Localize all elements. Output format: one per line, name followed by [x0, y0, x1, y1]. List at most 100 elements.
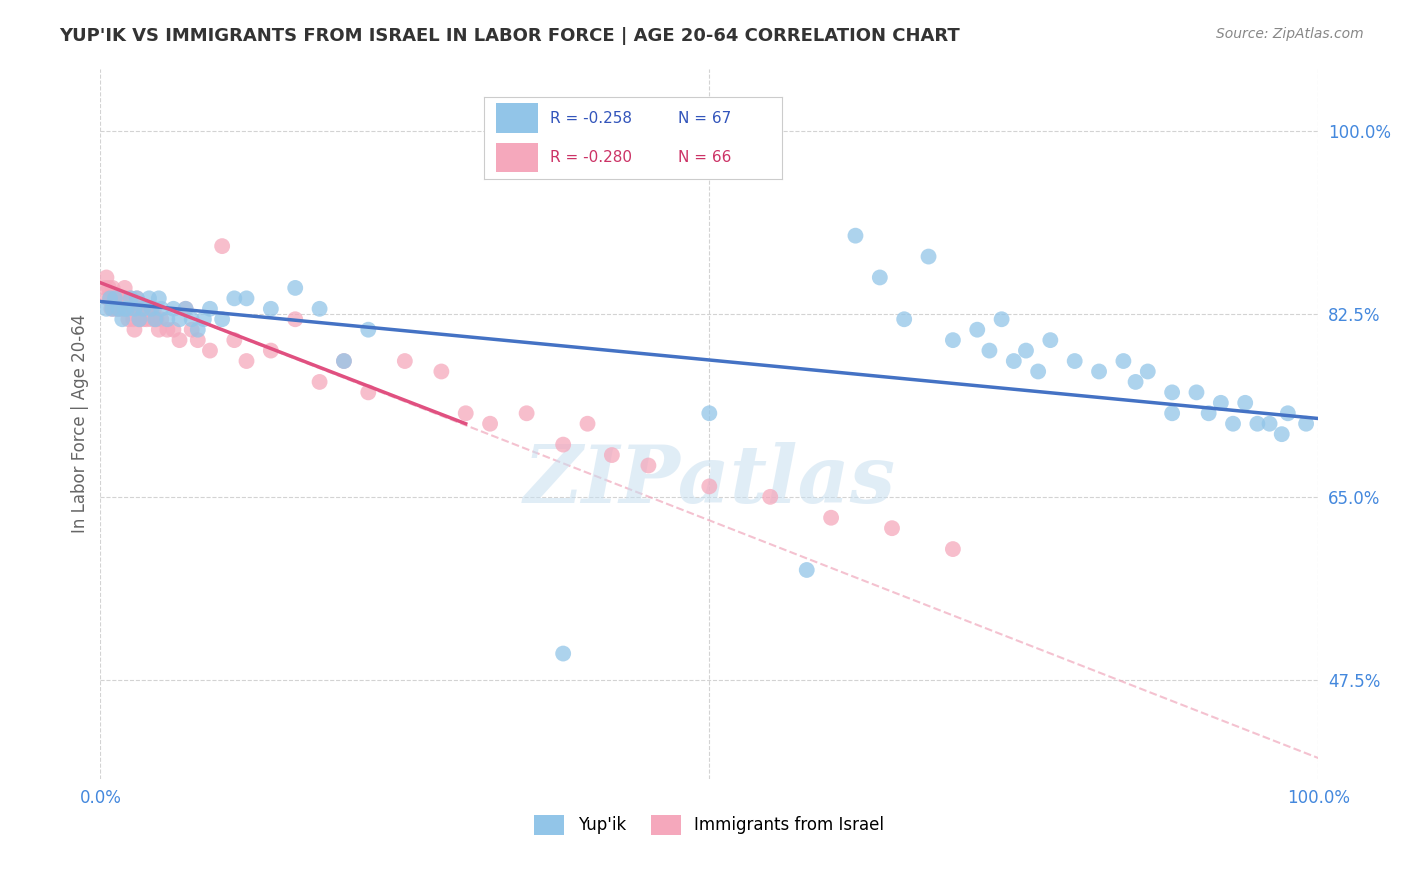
Point — [121, 301, 143, 316]
Point — [120, 291, 142, 305]
Point — [107, 291, 129, 305]
Point — [114, 281, 136, 295]
Point — [101, 281, 124, 295]
Point — [637, 458, 659, 473]
Point — [124, 301, 146, 316]
Point — [145, 312, 167, 326]
Point — [142, 301, 165, 316]
Point — [169, 312, 191, 326]
Point — [1222, 417, 1244, 431]
Point — [117, 312, 139, 326]
Point — [1125, 375, 1147, 389]
Point — [880, 521, 903, 535]
Point — [132, 301, 155, 316]
Point — [120, 291, 142, 305]
Point — [162, 301, 184, 316]
Point — [135, 312, 157, 326]
Point — [479, 417, 502, 431]
Point — [235, 354, 257, 368]
Point — [141, 312, 163, 326]
Point — [97, 291, 120, 305]
Point — [148, 291, 170, 305]
Point — [942, 333, 965, 347]
Point — [115, 291, 138, 305]
Point — [844, 228, 866, 243]
Point — [1136, 364, 1159, 378]
Point — [122, 312, 145, 326]
Point — [180, 323, 202, 337]
Point — [193, 312, 215, 326]
Point — [516, 406, 538, 420]
Point — [111, 312, 134, 326]
Point — [1015, 343, 1038, 358]
Point — [224, 333, 246, 347]
Point — [107, 301, 129, 316]
Point — [697, 479, 720, 493]
Point — [1277, 406, 1299, 420]
Point — [114, 301, 136, 316]
Point — [198, 343, 221, 358]
Point — [198, 301, 221, 316]
Point — [128, 312, 150, 326]
Point — [141, 301, 163, 316]
Point — [180, 312, 202, 326]
Point — [150, 312, 173, 326]
Point — [148, 323, 170, 337]
Point — [576, 417, 599, 431]
Point — [1258, 417, 1281, 431]
Point — [553, 437, 575, 451]
Point — [1039, 333, 1062, 347]
Point — [759, 490, 782, 504]
Point — [1063, 354, 1085, 368]
Point — [1026, 364, 1049, 378]
Point — [942, 542, 965, 557]
Point — [115, 301, 138, 316]
Point — [125, 291, 148, 305]
Point — [104, 291, 127, 305]
Point — [990, 312, 1012, 326]
Point — [394, 354, 416, 368]
Point — [1198, 406, 1220, 420]
Point — [107, 301, 129, 316]
Point — [110, 291, 132, 305]
Point — [103, 291, 125, 305]
Point — [94, 281, 117, 295]
Point — [308, 301, 330, 316]
Point — [966, 323, 988, 337]
Point — [553, 647, 575, 661]
Point — [187, 333, 209, 347]
Point — [308, 375, 330, 389]
Point — [893, 312, 915, 326]
Point — [211, 312, 233, 326]
Point — [97, 281, 120, 295]
Point — [1002, 354, 1025, 368]
Text: ZIPatlas: ZIPatlas — [523, 442, 896, 519]
Point — [284, 312, 307, 326]
Point — [156, 323, 179, 337]
Point — [1112, 354, 1135, 368]
Point — [98, 291, 121, 305]
Point — [127, 301, 149, 316]
Point — [1234, 396, 1257, 410]
Point — [162, 323, 184, 337]
Point — [1161, 385, 1184, 400]
Point — [1088, 364, 1111, 378]
Point — [697, 406, 720, 420]
Point — [105, 291, 128, 305]
Point — [211, 239, 233, 253]
Point — [115, 301, 138, 316]
Point — [224, 291, 246, 305]
Point — [869, 270, 891, 285]
Point — [108, 301, 131, 316]
Point — [284, 281, 307, 295]
Point — [820, 510, 842, 524]
Point — [1271, 427, 1294, 442]
Point — [333, 354, 356, 368]
Point — [125, 291, 148, 305]
Point — [796, 563, 818, 577]
Point — [600, 448, 623, 462]
Point — [96, 301, 118, 316]
Point — [454, 406, 477, 420]
Point — [1185, 385, 1208, 400]
Point — [101, 301, 124, 316]
